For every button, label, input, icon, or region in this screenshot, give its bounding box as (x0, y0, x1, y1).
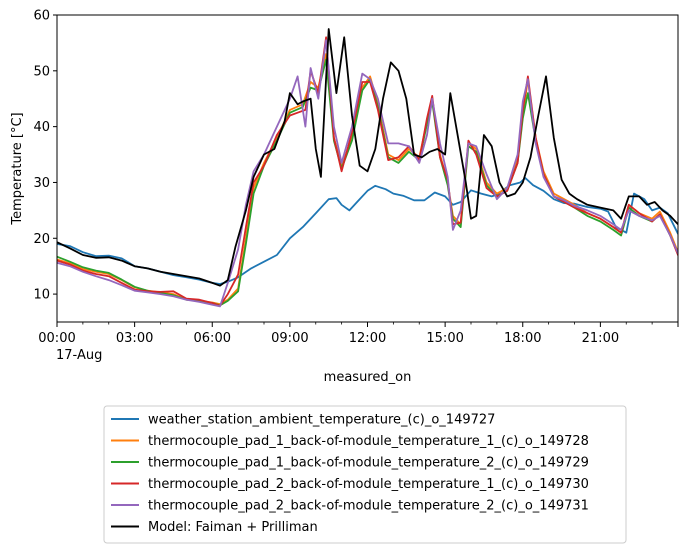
y-tick-label: 10 (33, 288, 50, 303)
y-axis: 10 20 30 40 50 60 (33, 9, 57, 303)
x-axis: 00:00 03:00 06:00 09:00 12:00 15:00 18:00 21:00 (38, 322, 679, 346)
y-tick-label: 30 (33, 176, 50, 191)
series-line-6 (57, 28, 678, 287)
x-tick-label: 09:00 (271, 331, 308, 346)
x-tick-label: 00:00 (38, 331, 75, 346)
legend-label: thermocouple_pad_1_back-of-module_temper… (148, 456, 589, 471)
legend-label: thermocouple_pad_2_back-of-module_temper… (148, 477, 589, 492)
x-tick-label: 12:00 (349, 331, 386, 346)
y-tick-label: 50 (33, 64, 50, 79)
x-tick-label: 06:00 (194, 331, 231, 346)
series-line-4 (57, 36, 678, 307)
legend-label: Model: Faiman + Prilliman (148, 520, 318, 535)
y-tick-label: 60 (33, 9, 50, 24)
x-axis-title: measured_on (324, 370, 412, 385)
legend-box (103, 405, 627, 544)
plot-frame (56, 14, 679, 323)
y-tick-label: 40 (33, 120, 50, 135)
x-tick-label: 03:00 (116, 331, 153, 346)
series-line-5 (57, 39, 678, 308)
y-axis-title: Temperature [°C] (10, 112, 25, 225)
x-tick-label: 18:00 (504, 331, 541, 346)
legend-label: weather_station_ambient_temperature_(c)_… (148, 413, 495, 428)
series-line-1 (57, 177, 678, 285)
legend-label: thermocouple_pad_2_back-of-module_temper… (148, 499, 589, 514)
legend-label: thermocouple_pad_1_back-of-module_temper… (148, 434, 589, 449)
series-line-2 (57, 53, 678, 305)
legend: weather_station_ambient_temperature_(c)_… (103, 405, 627, 544)
x-tick-label: 15:00 (426, 331, 463, 346)
y-tick-label: 20 (33, 232, 50, 247)
x-date-label: 17-Aug (56, 348, 102, 363)
x-tick-label: 21:00 (582, 331, 619, 346)
plot-lines (57, 28, 678, 308)
